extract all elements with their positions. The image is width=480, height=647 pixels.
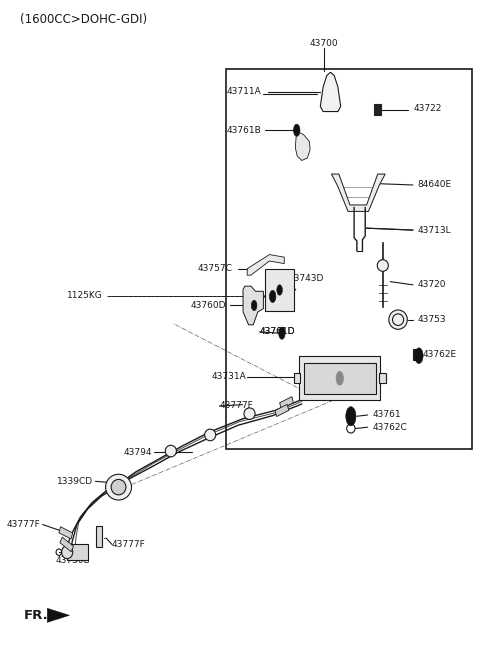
Ellipse shape (244, 408, 255, 419)
Text: 43777F: 43777F (112, 540, 146, 549)
Text: FR.: FR. (24, 609, 49, 622)
Ellipse shape (336, 371, 344, 385)
Ellipse shape (277, 285, 282, 295)
Bar (96, 527, 102, 547)
Text: 43761D: 43761D (260, 327, 295, 336)
Bar (299, 356, 380, 400)
Text: 43761D: 43761D (260, 327, 295, 336)
Bar (294, 373, 300, 384)
Bar (379, 373, 386, 384)
Ellipse shape (293, 124, 300, 137)
Polygon shape (47, 608, 70, 622)
Text: 43722: 43722 (414, 104, 442, 113)
Text: 43794: 43794 (124, 448, 152, 457)
Text: 43750B: 43750B (55, 556, 90, 565)
Text: 1125KG: 1125KG (67, 291, 103, 300)
Ellipse shape (415, 348, 423, 364)
Ellipse shape (389, 310, 408, 329)
Text: 43720: 43720 (418, 280, 446, 289)
Bar (67, 545, 87, 560)
Polygon shape (280, 397, 293, 409)
Text: 43777F: 43777F (6, 520, 40, 529)
Polygon shape (59, 527, 72, 539)
Ellipse shape (111, 479, 126, 495)
Text: 43761B: 43761B (227, 126, 261, 135)
Text: 43731A: 43731A (211, 373, 246, 382)
Ellipse shape (106, 474, 132, 500)
Text: 43713L: 43713L (418, 226, 451, 235)
Text: 43760D: 43760D (191, 301, 227, 310)
Polygon shape (247, 254, 284, 275)
Text: 43711A: 43711A (227, 87, 261, 96)
Text: 84640E: 84640E (418, 181, 452, 190)
Bar (265, 269, 294, 311)
Polygon shape (320, 72, 341, 111)
Ellipse shape (61, 546, 73, 558)
Text: 43753: 43753 (418, 315, 446, 324)
Text: 1339CD: 1339CD (58, 477, 94, 486)
Polygon shape (275, 404, 289, 417)
Text: 43777F: 43777F (219, 401, 253, 410)
Bar (227, 69, 472, 449)
Ellipse shape (279, 327, 285, 339)
Text: 43761: 43761 (372, 410, 401, 419)
Text: 43762C: 43762C (372, 422, 407, 432)
Bar (304, 363, 376, 394)
Bar (374, 104, 382, 115)
Polygon shape (295, 132, 310, 160)
Polygon shape (60, 537, 73, 552)
Ellipse shape (377, 259, 388, 271)
Ellipse shape (204, 429, 216, 441)
Ellipse shape (252, 300, 257, 311)
Ellipse shape (165, 445, 176, 457)
Text: 43700: 43700 (309, 39, 338, 48)
Ellipse shape (269, 291, 276, 303)
Text: 43762E: 43762E (422, 350, 456, 359)
Text: 43743D: 43743D (289, 274, 324, 283)
Text: (1600CC>DOHC-GDI): (1600CC>DOHC-GDI) (21, 13, 147, 26)
Polygon shape (243, 286, 264, 325)
Polygon shape (331, 174, 385, 212)
Ellipse shape (346, 407, 356, 426)
Text: 43757C: 43757C (197, 264, 232, 273)
Bar (413, 349, 419, 360)
